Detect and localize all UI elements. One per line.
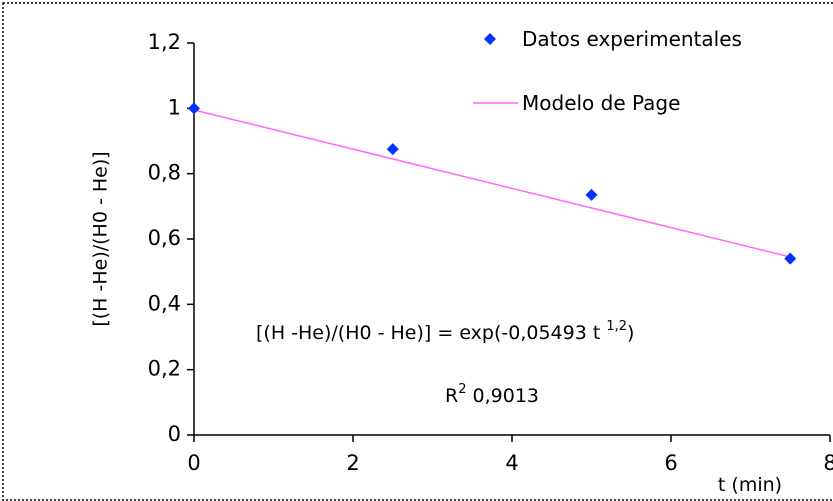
- y-tick-label: 0,2: [148, 357, 181, 381]
- x-axis-title: t (min): [718, 474, 782, 496]
- x-tick-label: 2: [346, 451, 359, 475]
- y-tick-label: 1: [168, 95, 181, 119]
- y-tick-label: 0,8: [148, 161, 181, 185]
- legend-marker-diamond: [484, 33, 496, 45]
- data-point: [386, 143, 399, 156]
- y-tick-label: 0,4: [148, 291, 181, 315]
- legend-label-datos: Datos experimentales: [522, 27, 742, 51]
- y-tick-label: 0: [168, 422, 181, 446]
- equation-close: ): [627, 322, 634, 344]
- y-tick-label: 1,2: [148, 30, 181, 54]
- equation-exponent: 1,2: [606, 319, 627, 334]
- x-tick-label: 0: [187, 451, 200, 475]
- data-point: [585, 188, 598, 201]
- series-layer: [188, 102, 797, 265]
- y-axis-title: [(H -He)/(H0 - He)]: [90, 151, 112, 326]
- r2-label: R: [445, 385, 458, 407]
- data-point: [784, 252, 797, 265]
- r2-sup: 2: [458, 382, 466, 397]
- r2-value: 0,9013: [466, 385, 539, 407]
- x-tick-label: 4: [505, 451, 518, 475]
- data-point: [188, 102, 200, 115]
- legend-label-page: Modelo de Page: [522, 91, 680, 115]
- equation-annotation: [(H -He)/(H0 - He)] = exp(-0,05493 t 1,2…: [256, 319, 634, 344]
- legend: Datos experimentales Modelo de Page: [473, 27, 742, 115]
- x-tick-label: 8: [823, 451, 833, 475]
- x-tick-label: 6: [664, 451, 677, 475]
- r2-annotation: R2 0,9013: [445, 382, 539, 407]
- x-ticks: 0 2 4 6 8: [187, 435, 833, 475]
- series-line-modelo-page: [193, 109, 791, 258]
- y-tick-label: 0,6: [148, 226, 181, 250]
- equation-lhs: [(H -He)/(H0 - He)] = exp(-0,05493 t: [256, 322, 606, 344]
- y-ticks: 0 0,2 0,4 0,6 0,8 1 1,2: [148, 30, 194, 446]
